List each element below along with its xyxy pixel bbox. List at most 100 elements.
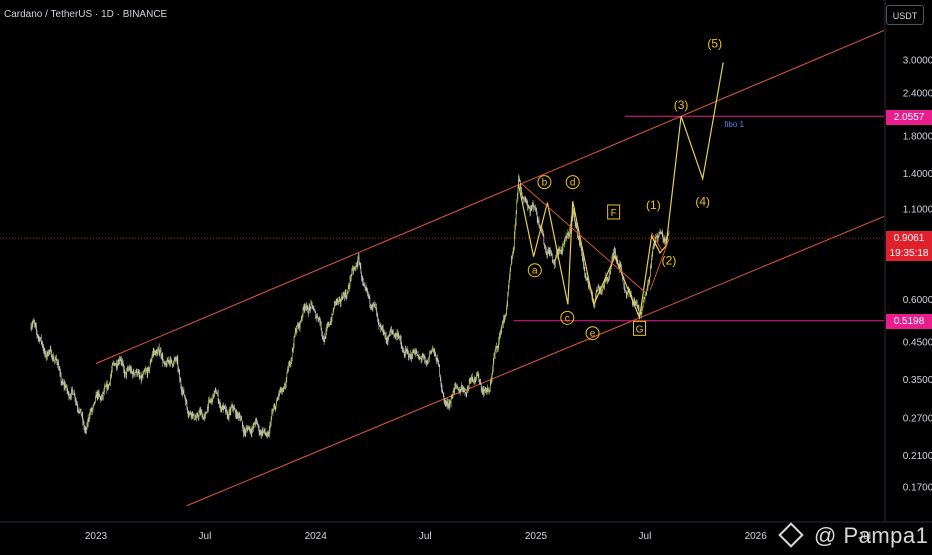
candle-body <box>568 234 570 237</box>
candle-body <box>554 261 555 265</box>
candle-body <box>178 369 180 373</box>
candle <box>31 323 32 332</box>
candle <box>77 401 78 413</box>
candle <box>408 355 410 361</box>
candle-body <box>167 359 168 362</box>
candle <box>471 374 472 383</box>
candle-body <box>164 363 166 365</box>
candle-body <box>279 390 281 393</box>
candle-body <box>615 251 616 257</box>
x-tick-label: 2025 <box>525 531 548 542</box>
candle <box>325 327 327 339</box>
candle-body <box>535 208 536 211</box>
candle-body <box>527 202 528 207</box>
candle <box>268 431 270 437</box>
candle <box>228 409 230 422</box>
candle <box>275 405 276 412</box>
candle <box>344 292 345 302</box>
currency-button[interactable]: USDT <box>886 5 924 25</box>
candle-body <box>335 299 337 303</box>
candle-body <box>189 412 191 414</box>
candle <box>337 298 338 305</box>
candle <box>546 251 548 258</box>
candle-body <box>441 388 443 393</box>
candle <box>33 317 35 323</box>
candle <box>651 250 653 261</box>
candle <box>131 365 132 375</box>
candle-body <box>432 349 433 351</box>
candle-body <box>300 321 301 323</box>
candle-body <box>101 397 102 401</box>
candle-body <box>118 359 120 365</box>
candle <box>155 350 156 357</box>
candle <box>176 356 177 362</box>
candle <box>75 397 77 406</box>
y-tick-label: 0.6000 <box>903 295 932 306</box>
candle-body <box>113 362 115 364</box>
candle-body <box>334 301 336 304</box>
candle-body <box>169 360 171 364</box>
candle <box>452 390 454 399</box>
candle <box>450 400 451 404</box>
candle-body <box>199 410 201 414</box>
candle-body <box>484 387 486 391</box>
candle <box>130 365 131 374</box>
candle-body <box>376 307 377 312</box>
candle <box>144 367 146 372</box>
candle-body <box>636 301 637 304</box>
candle <box>512 251 513 259</box>
wave-label-box <box>633 320 647 336</box>
candle <box>450 394 452 408</box>
candle-body <box>360 265 362 274</box>
candle-body <box>508 280 510 289</box>
candle <box>637 304 639 310</box>
candle <box>42 343 44 351</box>
candle <box>204 411 206 420</box>
candle <box>145 367 147 372</box>
candle <box>370 304 371 310</box>
candle <box>139 369 140 380</box>
candle-body <box>585 275 586 276</box>
candle <box>311 300 312 306</box>
candle-body <box>353 269 354 272</box>
candle <box>113 361 115 366</box>
candle <box>396 329 398 337</box>
candle-body <box>92 408 93 411</box>
candle <box>520 183 522 192</box>
candle-body <box>153 351 155 353</box>
candle <box>244 426 245 436</box>
candle <box>124 369 126 379</box>
candle <box>46 351 48 361</box>
candle-body <box>308 306 310 314</box>
candle <box>314 308 315 312</box>
candle <box>351 267 353 277</box>
candle-body <box>638 305 639 307</box>
candle <box>495 342 497 354</box>
candle-body <box>306 305 308 308</box>
candle-body <box>653 245 654 248</box>
candle <box>346 289 348 300</box>
candle <box>400 335 402 349</box>
candle <box>415 348 417 354</box>
candle-body <box>121 361 123 363</box>
candle <box>175 356 176 362</box>
candle-body <box>77 408 79 411</box>
candle <box>232 406 234 414</box>
candle <box>45 351 46 358</box>
candle-body <box>109 383 111 384</box>
candle-body <box>567 231 569 235</box>
candle-body <box>364 286 366 288</box>
candle <box>650 266 652 269</box>
candle-body <box>187 407 188 412</box>
candle <box>368 295 370 300</box>
candle-body <box>321 329 323 333</box>
candle-body <box>414 352 416 354</box>
candle <box>240 414 241 422</box>
candle-body <box>445 400 447 404</box>
candle-body <box>644 299 645 300</box>
candle <box>257 423 259 428</box>
candle <box>285 377 287 389</box>
candle-body <box>506 302 508 309</box>
